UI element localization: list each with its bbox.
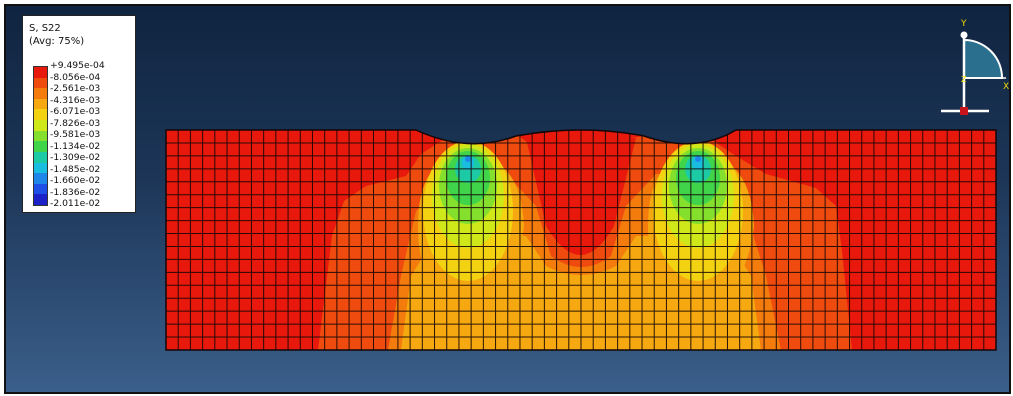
- mesh-grid: [166, 130, 996, 350]
- legend-swatch: [34, 183, 47, 195]
- stress-zone-left: [423, 141, 513, 281]
- triad-rotation-arc: [963, 38, 1004, 79]
- triad-origin-marker: [960, 107, 968, 115]
- legend-label: -9.581e-03: [50, 129, 101, 140]
- legend-label: -8.056e-04: [50, 71, 101, 83]
- beam-outline: [165, 129, 997, 351]
- legend-swatch: [34, 77, 47, 89]
- triad-y-label: Y: [960, 19, 967, 29]
- legend-label: +9.495e-04: [50, 60, 105, 71]
- triad-y-node: [960, 31, 968, 39]
- contour-legend: S, S22 (Avg: 75%) +9.495e-04 -8.056e-04 -2…: [22, 15, 136, 213]
- stress-contour: [166, 130, 996, 350]
- legend-swatch: [34, 141, 47, 153]
- legend-label: -1.836e-02: [50, 186, 101, 198]
- legend-label: -2.011e-02: [50, 198, 101, 209]
- legend-swatch: [34, 130, 47, 142]
- mesh-viewport[interactable]: [6, 6, 1009, 392]
- legend-swatch: [34, 98, 47, 110]
- legend-label: -4.316e-03: [50, 94, 101, 106]
- legend-swatch: [34, 88, 47, 100]
- legend-color-bar: [33, 66, 48, 206]
- legend-label: -1.309e-02: [50, 152, 101, 163]
- legend-label: -1.660e-02: [50, 175, 101, 186]
- legend-swatch: [34, 67, 47, 79]
- legend-label: -7.826e-03: [50, 117, 101, 129]
- legend-swatch: [34, 173, 47, 185]
- triad-x-label: X: [1003, 82, 1009, 92]
- legend-swatch: [34, 151, 47, 164]
- axis-triad: Y X Z: [941, 19, 1009, 115]
- legend-label: -1.485e-02: [50, 163, 101, 175]
- legend-swatch: [34, 109, 47, 121]
- legend-label: -6.071e-03: [50, 106, 101, 117]
- legend-swatch: [34, 162, 47, 174]
- legend-swatch: [34, 194, 47, 206]
- viewport-frame: S, S22 (Avg: 75%) +9.495e-04 -8.056e-04 -2…: [4, 4, 1011, 394]
- legend-title: S, S22: [29, 23, 61, 34]
- triad-z-label: Z: [961, 75, 967, 84]
- legend-label: -1.134e-02: [50, 140, 101, 152]
- legend-swatch: [34, 120, 47, 132]
- legend-label: -2.561e-03: [50, 83, 101, 94]
- legend-subtitle: (Avg: 75%): [29, 36, 85, 47]
